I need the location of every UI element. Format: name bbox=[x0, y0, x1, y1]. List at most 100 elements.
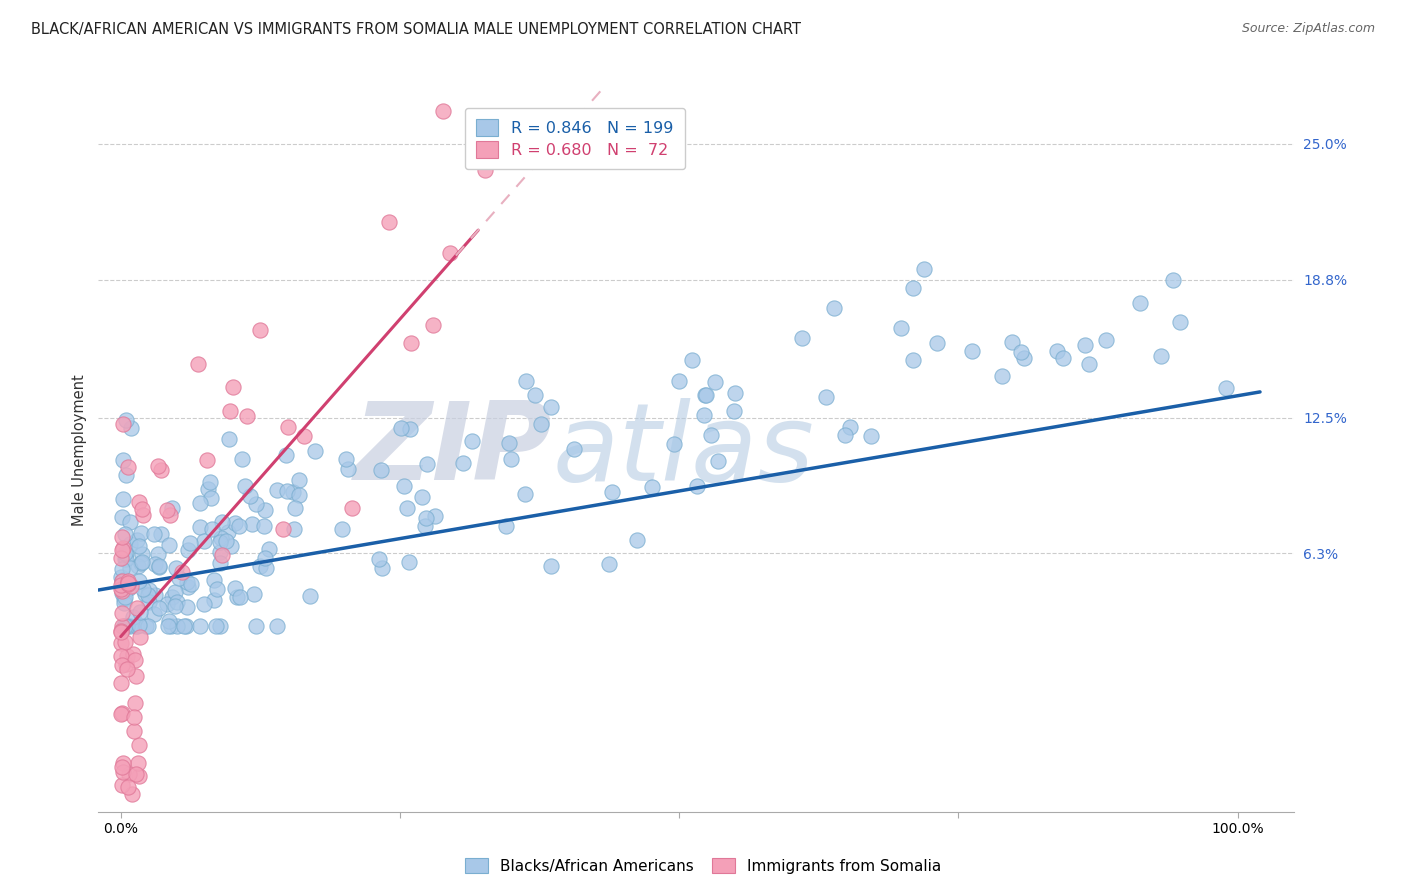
Point bbox=[117, 780, 139, 794]
Point bbox=[495, 519, 517, 533]
Point bbox=[524, 387, 547, 401]
Point bbox=[693, 408, 716, 422]
Point bbox=[117, 618, 139, 632]
Point bbox=[304, 443, 326, 458]
Point bbox=[110, 676, 132, 690]
Point bbox=[111, 417, 134, 431]
Point bbox=[110, 510, 132, 524]
Point bbox=[498, 436, 520, 450]
Point bbox=[927, 336, 949, 351]
Point bbox=[112, 573, 135, 587]
Point bbox=[111, 658, 134, 673]
Point bbox=[413, 518, 436, 533]
Point bbox=[266, 483, 288, 498]
Point bbox=[239, 489, 262, 503]
Point bbox=[1128, 296, 1150, 310]
Point bbox=[115, 649, 138, 664]
Point bbox=[110, 530, 132, 544]
Text: atlas: atlas bbox=[553, 398, 814, 503]
Point bbox=[114, 526, 136, 541]
Point bbox=[127, 601, 149, 615]
Point bbox=[205, 582, 228, 596]
Point bbox=[117, 577, 139, 591]
Point bbox=[146, 547, 169, 561]
Point bbox=[125, 618, 148, 632]
Point bbox=[626, 533, 648, 548]
Point bbox=[129, 556, 152, 570]
Point bbox=[254, 560, 277, 574]
Point bbox=[370, 462, 392, 476]
Point bbox=[228, 519, 250, 533]
Point bbox=[396, 500, 419, 515]
Point bbox=[197, 482, 219, 496]
Point bbox=[218, 432, 240, 446]
Point bbox=[118, 767, 141, 781]
Point bbox=[110, 636, 132, 650]
Point bbox=[219, 539, 242, 553]
Point bbox=[277, 419, 299, 434]
Point bbox=[157, 614, 180, 628]
Point bbox=[165, 599, 187, 613]
Point bbox=[128, 495, 150, 509]
Point bbox=[110, 624, 132, 639]
Point bbox=[257, 542, 280, 557]
Point bbox=[668, 374, 690, 388]
Point bbox=[211, 515, 233, 529]
Point bbox=[143, 527, 166, 541]
Point bbox=[240, 516, 263, 531]
Point bbox=[160, 500, 183, 515]
Point bbox=[110, 624, 132, 639]
Point bbox=[411, 491, 433, 505]
Point bbox=[200, 475, 222, 489]
Point bbox=[515, 374, 537, 388]
Point bbox=[193, 597, 215, 611]
Point bbox=[131, 555, 153, 569]
Point bbox=[540, 400, 562, 414]
Point bbox=[204, 618, 226, 632]
Point bbox=[172, 566, 194, 580]
Point bbox=[110, 582, 132, 597]
Y-axis label: Male Unemployment: Male Unemployment bbox=[72, 375, 87, 526]
Point bbox=[245, 497, 267, 511]
Point bbox=[114, 591, 136, 605]
Point bbox=[991, 368, 1014, 383]
Point bbox=[903, 281, 925, 295]
Point bbox=[453, 456, 475, 470]
Point bbox=[208, 557, 231, 571]
Point bbox=[112, 453, 135, 467]
Point bbox=[221, 379, 243, 393]
Point bbox=[156, 618, 179, 632]
Point bbox=[298, 589, 321, 603]
Point bbox=[114, 551, 136, 566]
Point bbox=[111, 606, 134, 620]
Point bbox=[461, 434, 484, 448]
Point bbox=[704, 375, 727, 389]
Point bbox=[111, 574, 134, 588]
Point bbox=[217, 525, 239, 540]
Point bbox=[115, 657, 138, 671]
Point bbox=[128, 605, 150, 619]
Point bbox=[193, 534, 215, 549]
Point bbox=[288, 473, 311, 487]
Point bbox=[122, 723, 145, 738]
Legend: Blacks/African Americans, Immigrants from Somalia: Blacks/African Americans, Immigrants fro… bbox=[458, 852, 948, 880]
Point bbox=[530, 417, 553, 431]
Point bbox=[114, 618, 136, 632]
Point bbox=[156, 503, 179, 517]
Point bbox=[215, 533, 238, 548]
Point bbox=[1095, 333, 1118, 347]
Point bbox=[686, 479, 709, 493]
Point bbox=[242, 587, 264, 601]
Point bbox=[233, 479, 256, 493]
Point bbox=[117, 574, 139, 588]
Point bbox=[219, 404, 242, 418]
Point bbox=[138, 595, 160, 609]
Point bbox=[131, 501, 153, 516]
Point bbox=[562, 442, 585, 457]
Point bbox=[202, 573, 225, 587]
Point bbox=[336, 461, 359, 475]
Point bbox=[110, 574, 132, 588]
Point bbox=[202, 593, 225, 607]
Point bbox=[422, 318, 444, 333]
Point bbox=[378, 214, 401, 228]
